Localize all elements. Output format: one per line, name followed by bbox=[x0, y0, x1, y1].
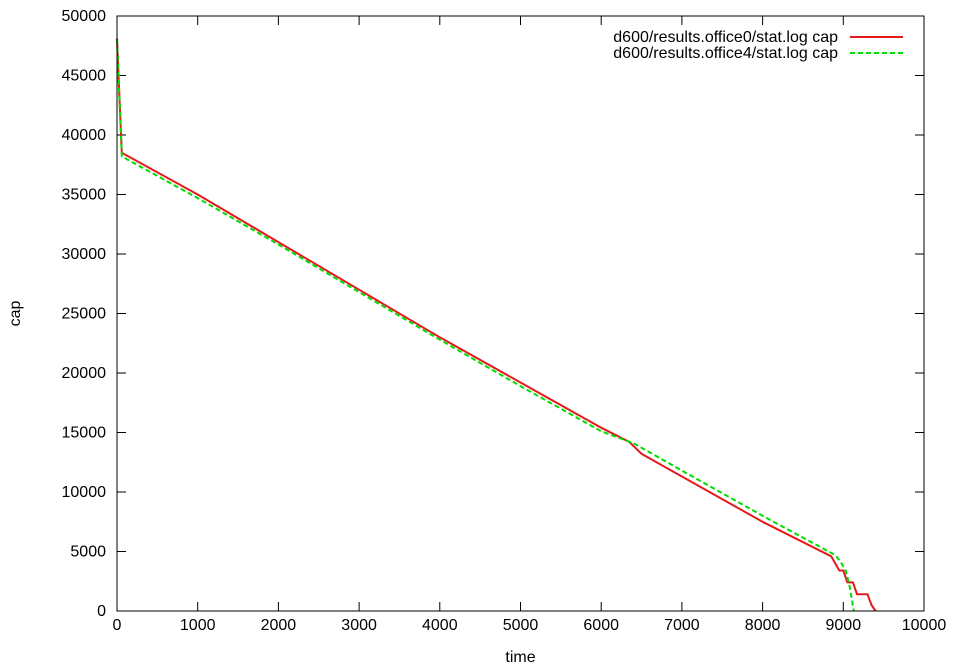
legend: d600/results.office0/stat.log capd600/re… bbox=[613, 29, 903, 62]
x-tick-label: 7000 bbox=[664, 617, 700, 634]
series-lines bbox=[116, 38, 877, 612]
y-axis-label: cap bbox=[7, 301, 24, 327]
x-tick-label: 9000 bbox=[826, 617, 862, 634]
y-tick-label: 0 bbox=[97, 603, 106, 620]
y-tick-label: 25000 bbox=[62, 306, 107, 323]
x-tick-label: 6000 bbox=[583, 617, 619, 634]
x-axis-label: time bbox=[505, 649, 535, 666]
legend-label: d600/results.office0/stat.log cap bbox=[613, 29, 838, 46]
x-tick-label: 10000 bbox=[902, 617, 947, 634]
plot-frame bbox=[116, 15, 925, 612]
x-tick-label: 2000 bbox=[261, 617, 297, 634]
y-tick-label: 10000 bbox=[62, 484, 107, 501]
series-line-0 bbox=[116, 38, 877, 612]
y-tick-label: 40000 bbox=[62, 127, 107, 144]
x-tick-label: 1000 bbox=[180, 617, 216, 634]
y-tick-label: 20000 bbox=[62, 365, 107, 382]
y-tick-label: 30000 bbox=[62, 246, 107, 263]
x-tick-label: 8000 bbox=[745, 617, 781, 634]
axis-ticks: 0 1000 2000 3000 4000 5000 6000 7000 8000 9000 100… bbox=[62, 8, 947, 634]
x-tick-label: 5000 bbox=[503, 617, 539, 634]
x-tick-label: 4000 bbox=[422, 617, 458, 634]
y-tick-label: 15000 bbox=[62, 425, 107, 442]
x-tick-label: 0 bbox=[113, 617, 122, 634]
legend-label: d600/results.office4/stat.log cap bbox=[613, 45, 838, 62]
x-tick-label: 3000 bbox=[341, 617, 377, 634]
y-tick-label: 45000 bbox=[62, 68, 107, 85]
y-tick-label: 50000 bbox=[62, 8, 107, 25]
y-tick-label: 35000 bbox=[62, 187, 107, 204]
y-tick-label: 5000 bbox=[70, 544, 106, 561]
series-line-1 bbox=[116, 39, 855, 612]
